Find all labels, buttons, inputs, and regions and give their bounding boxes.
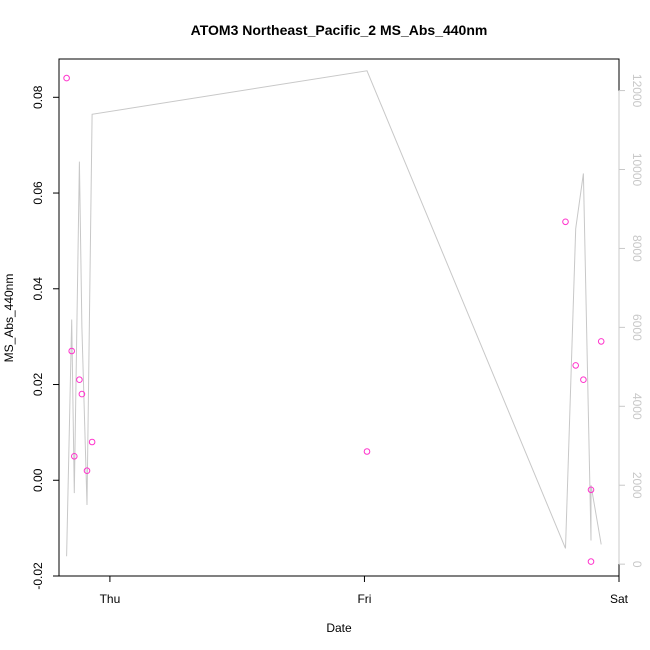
x-tick-label: Fri [357,592,371,606]
data-point-5 [83,467,91,475]
data-point-8 [562,218,569,226]
data-point-2 [71,453,78,460]
right-tick-label: 2000 [630,472,644,499]
data-point-3 [76,376,83,384]
right-tick-label: 10000 [630,153,644,187]
data-point-1 [68,347,75,355]
data-point-10 [580,376,587,384]
data-point-6 [88,438,96,446]
data-point-9 [572,362,580,369]
x-tick-label: Thu [100,592,121,606]
right-tick-label: 12000 [630,74,644,108]
left-tick-label: 0.02 [31,372,45,396]
x-tick-label: Sat [610,592,629,606]
right-axis: 0 2000 4000 6000 8000 10000 12000 [618,74,644,568]
data-point-7 [363,448,371,455]
chart-title: ATOM3 Northeast_Pacific_2 MS_Abs_440nm [191,22,488,38]
data-point-0 [63,74,70,82]
data-point-13 [597,338,605,345]
x-axis: Thu Fri Sat [100,575,629,606]
y-axis-label: MS_Abs_440nm [2,274,16,363]
right-tick-label: 8000 [630,235,644,262]
left-tick-label: 0.00 [31,468,45,492]
right-tick-label: 4000 [630,393,644,420]
secondary-series-group [66,70,602,557]
data-point-4 [78,390,86,398]
left-tick-label: 0.04 [31,277,45,301]
left-axis: -0.02 0.00 0.02 0.04 0.06 0.08 [31,85,60,590]
data-point-11 [587,486,595,494]
x-axis-label: Date [326,621,352,635]
right-tick-label: 6000 [630,314,644,341]
left-tick-label: -0.02 [31,562,45,590]
left-tick-label: 0.06 [31,181,45,205]
series-line-0 [66,70,602,557]
data-point-12 [587,558,595,565]
left-tick-label: 0.08 [31,85,45,109]
right-tick-label: 0 [630,561,644,568]
points-group [63,74,605,565]
